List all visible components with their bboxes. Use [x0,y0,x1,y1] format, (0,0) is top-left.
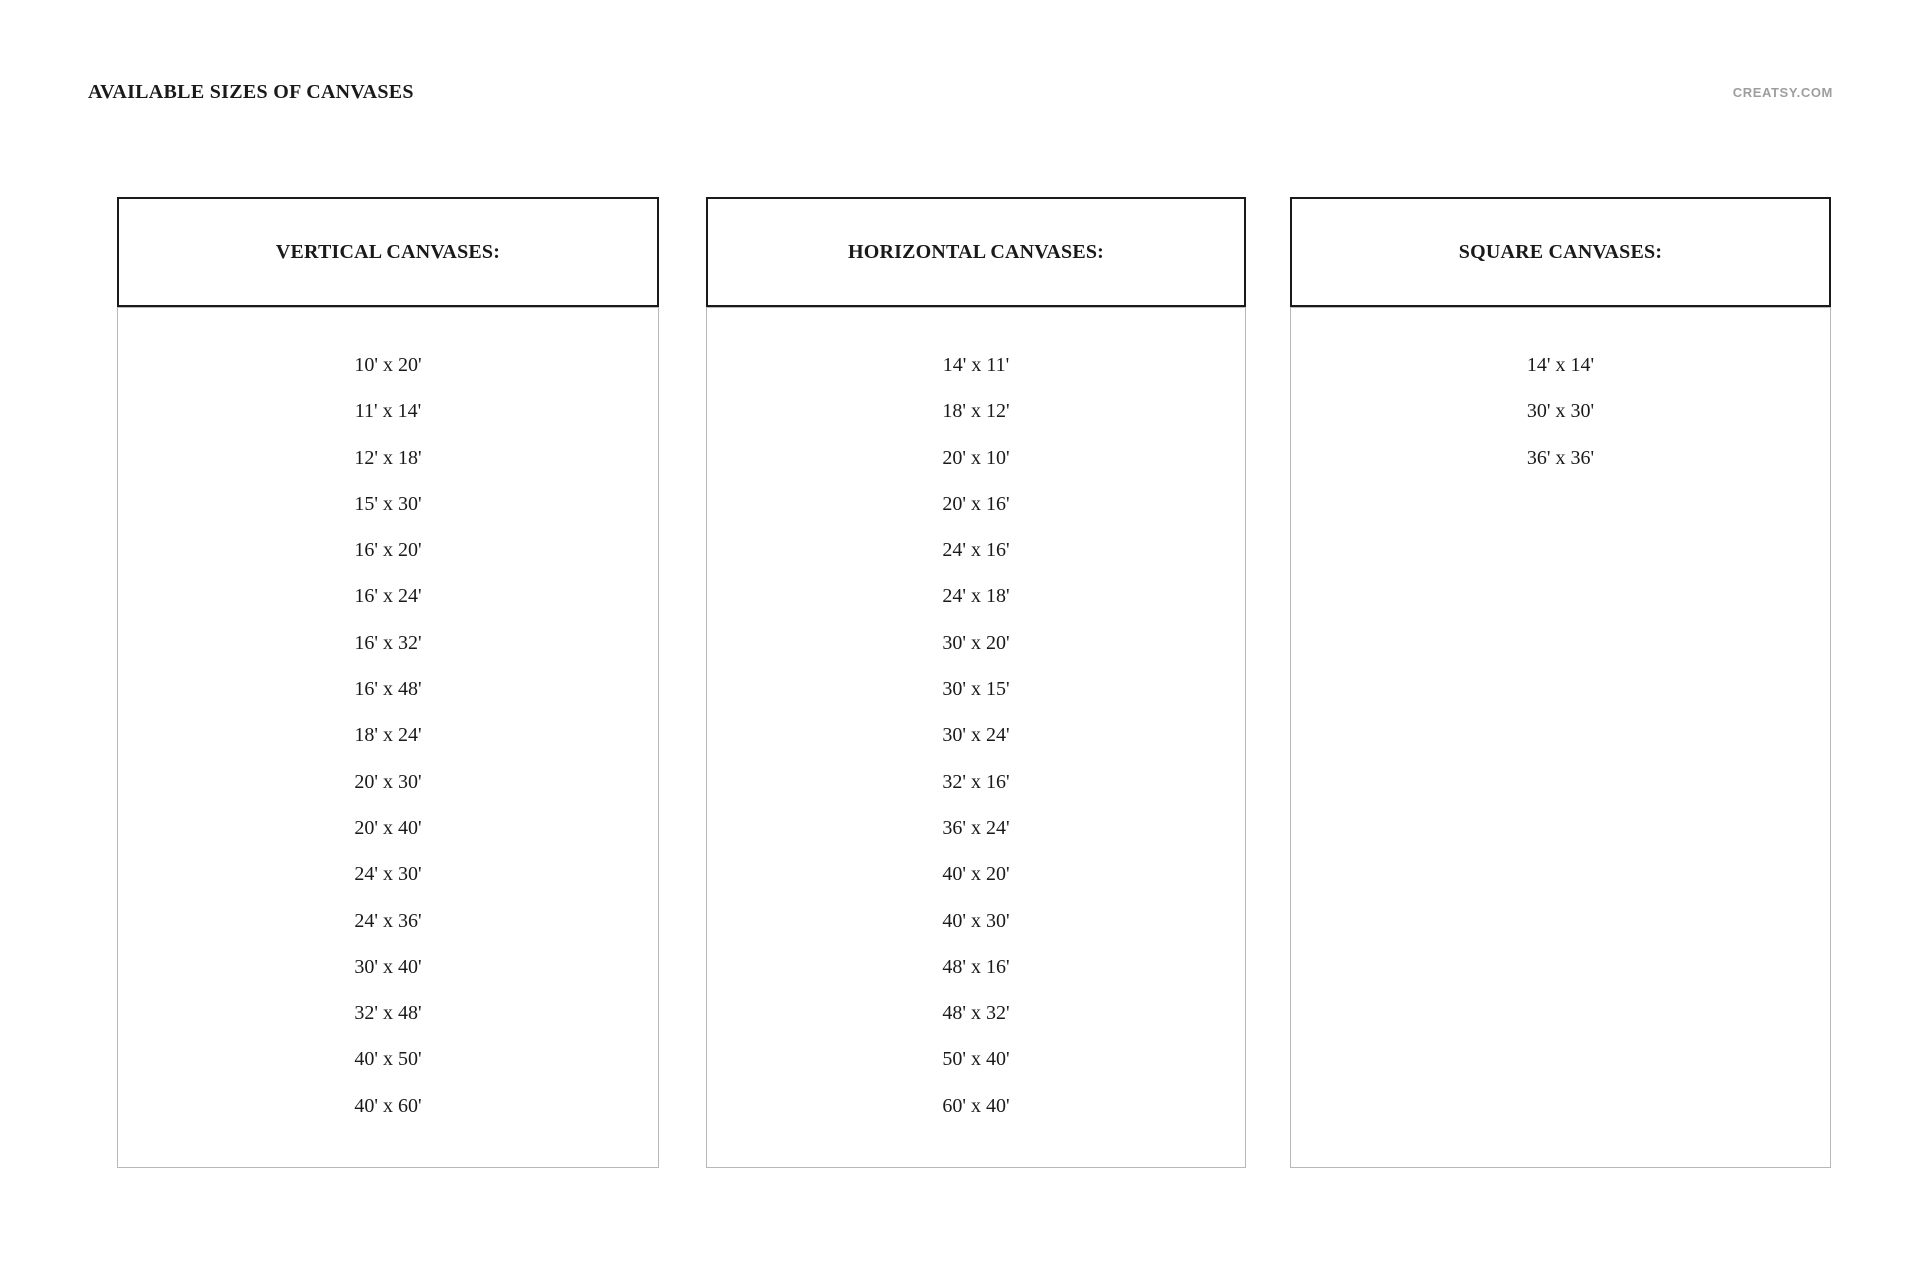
category-header-label: VERTICAL CANVASES: [275,240,501,263]
size-list-item: 24' x 16' [942,539,1010,562]
size-list-item: 14' x 11' [942,354,1010,376]
size-list-item: 11' x 14' [354,400,422,423]
category-header-label: HORIZONTAL CANVASES: [847,240,1105,263]
brand-text: CREATSY.COM [1732,85,1833,100]
size-list-item: 30' x 24' [942,724,1010,747]
size-list-item: 18' x 24' [354,724,422,747]
size-list-box: 14' x 11' 18' x 12' 20' x 10' 20' x 16' 24' … [706,307,1246,1168]
size-list-item: 40' x 60' [354,1094,422,1117]
size-list-item: 40' x 30' [942,909,1010,932]
size-list-item: 16' x 32' [354,631,422,654]
size-list-item: 32' x 48' [354,1002,422,1025]
size-list-item: 48' x 32' [942,1002,1010,1025]
size-list-item: 36' x 24' [942,816,1010,839]
size-list-item: 16' x 24' [354,585,422,608]
size-list-item: 10' x 20' [354,354,422,376]
size-list-item: 24' x 30' [354,863,422,886]
size-list-item: 14' x 14' [1526,354,1595,376]
size-list-item: 30' x 20' [942,631,1010,654]
size-list-item: 20' x 30' [354,770,422,793]
size-list-item: 40' x 20' [942,863,1010,886]
size-list-item: 20' x 40' [354,816,422,839]
size-list-box: 10' x 20' 11' x 14' 12' x 18' 15' x 30' 16' … [117,307,659,1168]
size-list-item: 40' x 50' [354,1048,422,1071]
size-list-item: 30' x 40' [354,955,422,978]
size-list-item: 12' x 18' [354,446,422,469]
page-title: AVAILABLE SIZES OF CANVASES [88,81,414,103]
size-list-item: 16' x 48' [354,678,422,701]
size-list-item: 16' x 20' [354,539,422,562]
size-list-item: 32' x 16' [942,770,1010,793]
size-list-item: 50' x 40' [942,1048,1010,1071]
size-list-item: 36' x 36' [1526,446,1595,469]
size-list-item: 20' x 16' [942,492,1010,515]
size-list-item: 18' x 12' [942,400,1010,423]
category-header-box: HORIZONTAL CANVASES: [706,197,1246,307]
size-list-item: 24' x 18' [942,585,1010,608]
size-list-item: 24' x 36' [354,909,422,932]
size-list-item: 48' x 16' [942,955,1010,978]
size-list-box: 14' x 14' 30' x 30' 36' x 36' [1290,307,1831,1168]
size-list: 14' x 11' 18' x 12' 20' x 10' 20' x 16' 24' … [707,308,1245,1129]
category-card-square: SQUARE CANVASES: 14' x 14' 30' x 30' 36' x… [1290,197,1831,1168]
category-header-box: VERTICAL CANVASES: [117,197,659,307]
category-header-box: SQUARE CANVASES: [1290,197,1831,307]
size-list-item: 60' x 40' [942,1094,1010,1117]
size-list-item: 30' x 30' [1526,400,1595,423]
size-list-item: 30' x 15' [942,678,1010,701]
size-list: 10' x 20' 11' x 14' 12' x 18' 15' x 30' 16' … [118,308,658,1129]
size-list-item: 20' x 10' [942,446,1010,469]
size-list: 14' x 14' 30' x 30' 36' x 36' [1291,308,1830,481]
category-header-label: SQUARE CANVASES: [1458,240,1663,263]
size-list-item: 15' x 30' [354,492,422,515]
category-card-vertical: VERTICAL CANVASES: 10' x 20' 11' x 14' 12'… [117,197,659,1168]
category-card-horizontal: HORIZONTAL CANVASES: 14' x 11' 18' x 12' 2… [706,197,1246,1168]
